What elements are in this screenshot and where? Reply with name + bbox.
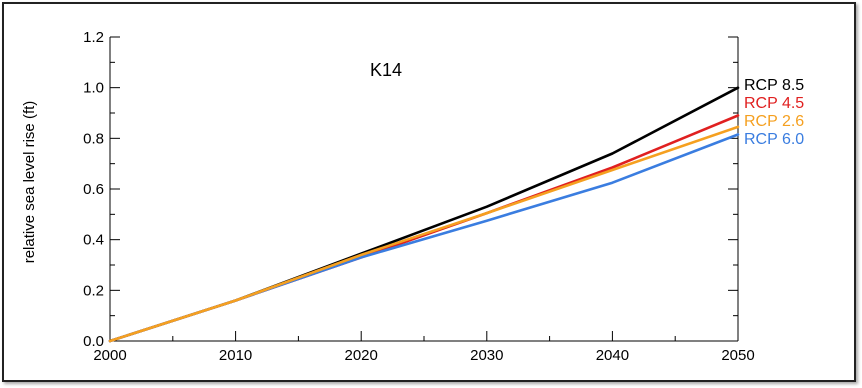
sea-level-chart: 0.0 0.2 0.4 0.6 0.8 1.0 1.2 2000 2010 2020 2030 204…: [21, 29, 804, 364]
y-tick-label: 0.8: [83, 130, 104, 147]
chart-title: K14: [370, 60, 402, 80]
y-tick-label: 0.6: [83, 181, 104, 198]
x-tick-label: 2030: [470, 347, 503, 364]
chart-series-lines: [108, 86, 740, 343]
chart-axes: [109, 37, 739, 342]
series-label-rcp-2-6: RCP 2.6: [744, 113, 804, 130]
x-tick-label: 2040: [596, 347, 629, 364]
x-tick-label: 2020: [345, 347, 378, 364]
series-label-rcp-8-5: RCP 8.5: [744, 77, 804, 94]
series-label-rcp-4-5: RCP 4.5: [744, 95, 804, 112]
y-tick-label: 0.4: [83, 232, 104, 249]
x-tick-label: 2050: [721, 347, 754, 364]
y-axis-label: relative sea level rise (ft): [21, 101, 38, 264]
series-line-rcp-8-5: [108, 86, 740, 343]
chart-frame: 0.0 0.2 0.4 0.6 0.8 1.0 1.2 2000 2010 2020 2030 204…: [2, 2, 856, 382]
y-tick-label: 1.0: [83, 80, 104, 97]
series-label-rcp-6-0: RCP 6.0: [744, 131, 804, 148]
x-tick-label: 2010: [219, 347, 252, 364]
series-line-rcp-4-5: [108, 114, 740, 343]
y-tick-label: 0.0: [83, 333, 104, 350]
y-tick-label: 0.2: [83, 282, 104, 299]
series-line-rcp-2-6: [108, 125, 740, 343]
x-tick-label: 2000: [93, 347, 126, 364]
chart-ticks: 0.0 0.2 0.4 0.6 0.8 1.0 1.2 2000 2010 2020 2030 204…: [83, 29, 755, 364]
y-tick-label: 1.2: [83, 29, 104, 46]
